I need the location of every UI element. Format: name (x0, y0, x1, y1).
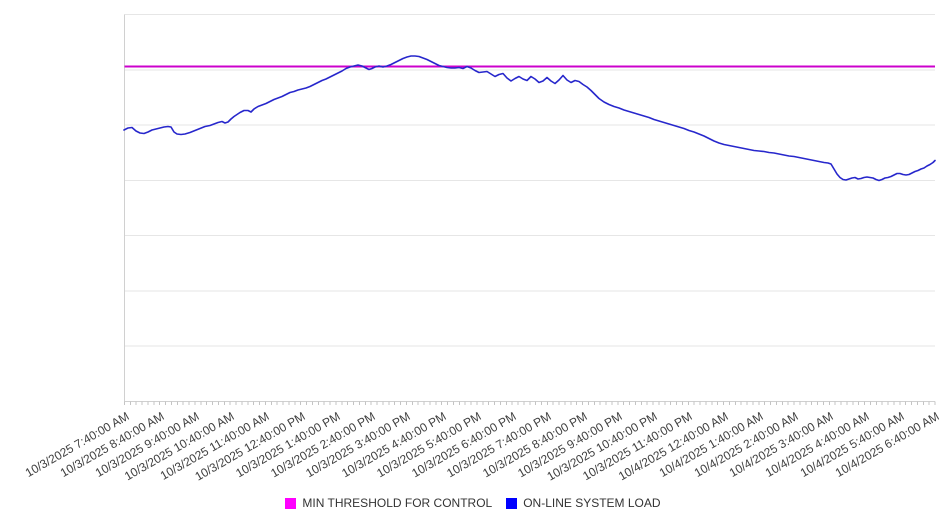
legend-item-min-threshold[interactable]: MIN THRESHOLD FOR CONTROL (285, 496, 492, 510)
online-system-load-swatch-icon (506, 497, 518, 509)
online-system-load-line (123, 55, 936, 182)
legend-label-min-threshold: MIN THRESHOLD FOR CONTROL (302, 496, 493, 510)
legend-label-online-system-load: ON-LINE SYSTEM LOAD (523, 496, 661, 510)
legend-item-online-system-load[interactable]: ON-LINE SYSTEM LOAD (506, 496, 661, 510)
min-threshold-swatch-icon (285, 497, 297, 509)
chart-legend: MIN THRESHOLD FOR CONTROL ON-LINE SYSTEM… (0, 496, 946, 510)
